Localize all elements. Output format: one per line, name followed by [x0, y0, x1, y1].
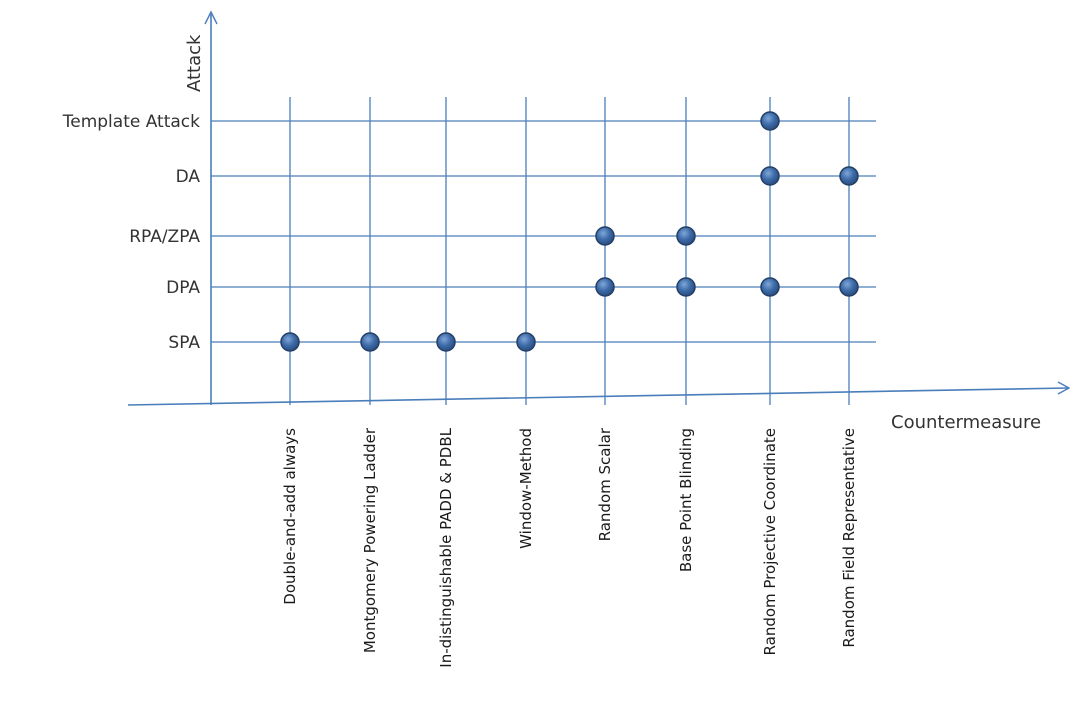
marker-dot [839, 277, 859, 297]
marker-dot [595, 277, 615, 297]
marker-dot [436, 332, 456, 352]
column-label: Base Point Blinding [677, 428, 695, 572]
marker-dot [839, 166, 859, 186]
labels: Template Attack DA RPA/ZPA DPA SPA Double-and… [62, 112, 858, 668]
y-axis-arrow-icon [204, 10, 218, 25]
x-axis-title: Countermeasure [891, 412, 1041, 433]
marker-dot [760, 277, 780, 297]
marker-dot [280, 332, 300, 352]
marker-dot [676, 226, 696, 246]
column-label: Double-and-add always [281, 428, 299, 605]
marker-dot [676, 277, 696, 297]
x-axis-line [127, 387, 1069, 406]
column-label: In-distinguishable PADD & PDBL [437, 427, 455, 667]
column-label: Random Scalar [596, 427, 614, 541]
row-label: RPA/ZPA [129, 227, 200, 247]
row-label: Template Attack [62, 112, 200, 132]
row-label: DPA [166, 278, 200, 298]
y-axis-title: Attack [184, 34, 205, 92]
marker-dot [760, 111, 780, 131]
marker-dot [360, 332, 380, 352]
row-label: DA [176, 167, 201, 187]
column-label: Random Field Representative [840, 428, 858, 648]
marks [280, 111, 859, 352]
row-label: SPA [168, 333, 200, 353]
column-label: Window-Method [517, 428, 535, 549]
marker-dot [516, 332, 536, 352]
marker-dot [760, 166, 780, 186]
grid [211, 97, 876, 405]
marker-dot [595, 226, 615, 246]
column-label: Random Projective Coordinate [761, 428, 779, 655]
x-axis-arrow-icon [1057, 381, 1070, 395]
axes: Attack Countermeasure [127, 10, 1070, 433]
column-label: Montgomery Powering Ladder [361, 427, 379, 653]
